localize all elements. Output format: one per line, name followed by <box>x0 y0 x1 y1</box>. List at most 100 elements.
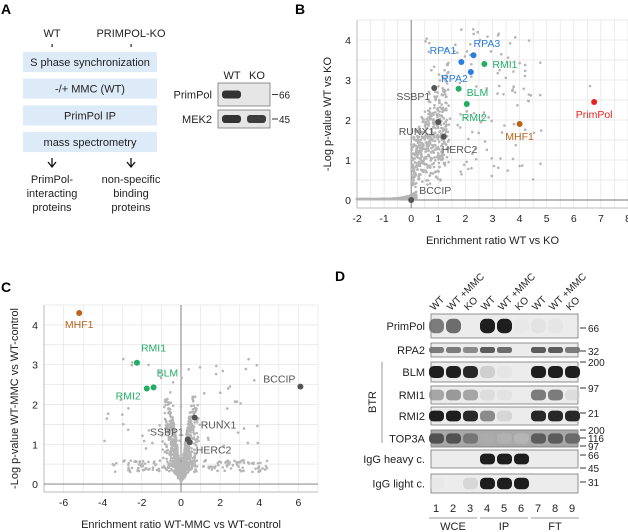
background-data-point <box>415 162 418 165</box>
background-data-point <box>470 166 473 170</box>
background-data-point <box>526 99 530 102</box>
background-data-point <box>158 370 162 374</box>
background-data-point <box>531 178 535 181</box>
background-data-point <box>490 174 494 178</box>
data-label-blm: BLM <box>157 367 179 379</box>
outcome-interacting-proteins: PrimPol-interacting proteins <box>27 174 78 214</box>
background-data-point <box>522 87 526 91</box>
background-data-point <box>247 357 250 361</box>
background-data-point <box>437 140 441 144</box>
background-data-point <box>191 408 195 411</box>
background-data-point <box>445 124 448 127</box>
background-data-point <box>417 160 421 164</box>
background-data-point <box>222 444 226 447</box>
background-data-point <box>196 403 200 407</box>
background-data-point <box>529 94 533 97</box>
background-data-point <box>437 73 441 76</box>
blot-band <box>548 318 563 334</box>
background-data-point <box>447 160 450 164</box>
blot-row-label: MEK2 <box>182 114 212 126</box>
background-data-point <box>447 61 450 65</box>
background-data-point <box>195 459 198 463</box>
background-data-point <box>497 32 501 35</box>
x-tick-label: 6 <box>296 497 302 509</box>
background-data-point <box>210 468 214 471</box>
background-data-point <box>511 157 515 161</box>
background-data-point <box>122 460 125 463</box>
ko-label: PRIMPOL-KO <box>96 28 166 40</box>
background-data-point <box>426 116 430 120</box>
background-data-point <box>441 148 444 151</box>
background-data-point <box>187 455 190 458</box>
background-data-point <box>424 40 427 43</box>
background-data-point <box>183 450 187 454</box>
background-data-point <box>426 122 429 126</box>
background-data-point <box>499 52 503 56</box>
background-data-point <box>140 462 144 466</box>
background-data-point <box>209 465 213 468</box>
blot-band <box>480 410 495 422</box>
background-data-point <box>427 109 431 113</box>
background-data-point <box>183 463 187 467</box>
background-data-point <box>416 164 420 167</box>
background-data-point <box>203 459 207 463</box>
group-label: FT <box>548 521 562 532</box>
background-data-point <box>442 139 446 143</box>
background-data-point <box>426 179 430 182</box>
blot-band <box>497 433 512 444</box>
background-data-point <box>182 460 186 464</box>
background-data-point <box>458 81 462 85</box>
y-tick-label: 3 <box>345 75 351 87</box>
background-data-point <box>477 131 481 135</box>
background-data-point <box>399 197 402 200</box>
background-data-point <box>418 146 422 150</box>
background-data-point <box>427 133 431 137</box>
background-data-point <box>192 470 196 474</box>
background-data-point <box>513 91 517 94</box>
background-data-point <box>164 418 168 422</box>
lane-number: 3 <box>467 503 473 515</box>
background-data-point <box>427 112 430 116</box>
workflow-step-text: mass spectrometry <box>44 137 137 149</box>
data-label-runx1: RUNX1 <box>399 126 435 138</box>
blot-band <box>463 389 478 401</box>
background-data-point <box>195 470 198 473</box>
background-data-point <box>221 419 224 423</box>
data-point-rpa1 <box>458 59 465 65</box>
background-data-point <box>411 183 414 187</box>
blot-band <box>514 477 529 490</box>
background-data-point <box>465 110 469 113</box>
background-data-point <box>512 85 515 89</box>
workflow-step-text: PrimPol IP <box>64 110 116 122</box>
background-data-point <box>396 197 400 200</box>
background-data-point <box>420 135 424 138</box>
background-data-point <box>175 448 179 452</box>
background-data-point <box>172 469 176 473</box>
background-data-point <box>440 106 443 110</box>
blot-band <box>429 477 444 490</box>
data-point-bccip <box>408 197 415 203</box>
background-data-point <box>588 84 592 88</box>
lane-number: 5 <box>501 503 507 515</box>
blot-band <box>429 366 444 378</box>
background-data-point <box>170 434 174 437</box>
background-data-point <box>523 128 527 132</box>
background-data-point <box>171 404 175 408</box>
background-data-point <box>483 140 487 143</box>
background-data-point <box>514 143 518 147</box>
blot-band <box>463 366 478 378</box>
data-point-bccip <box>297 383 304 390</box>
background-data-point <box>244 367 248 371</box>
background-data-point <box>421 120 425 124</box>
background-data-point <box>188 461 191 465</box>
background-data-point <box>164 403 167 407</box>
background-data-point <box>194 468 197 471</box>
data-label-herc2: HERC2 <box>442 144 478 156</box>
background-data-point <box>538 93 542 97</box>
background-data-point <box>433 136 436 139</box>
background-data-point <box>467 167 470 171</box>
background-data-point <box>191 424 195 428</box>
background-data-point <box>130 363 134 367</box>
background-data-point <box>224 461 227 464</box>
background-data-point <box>189 404 193 408</box>
